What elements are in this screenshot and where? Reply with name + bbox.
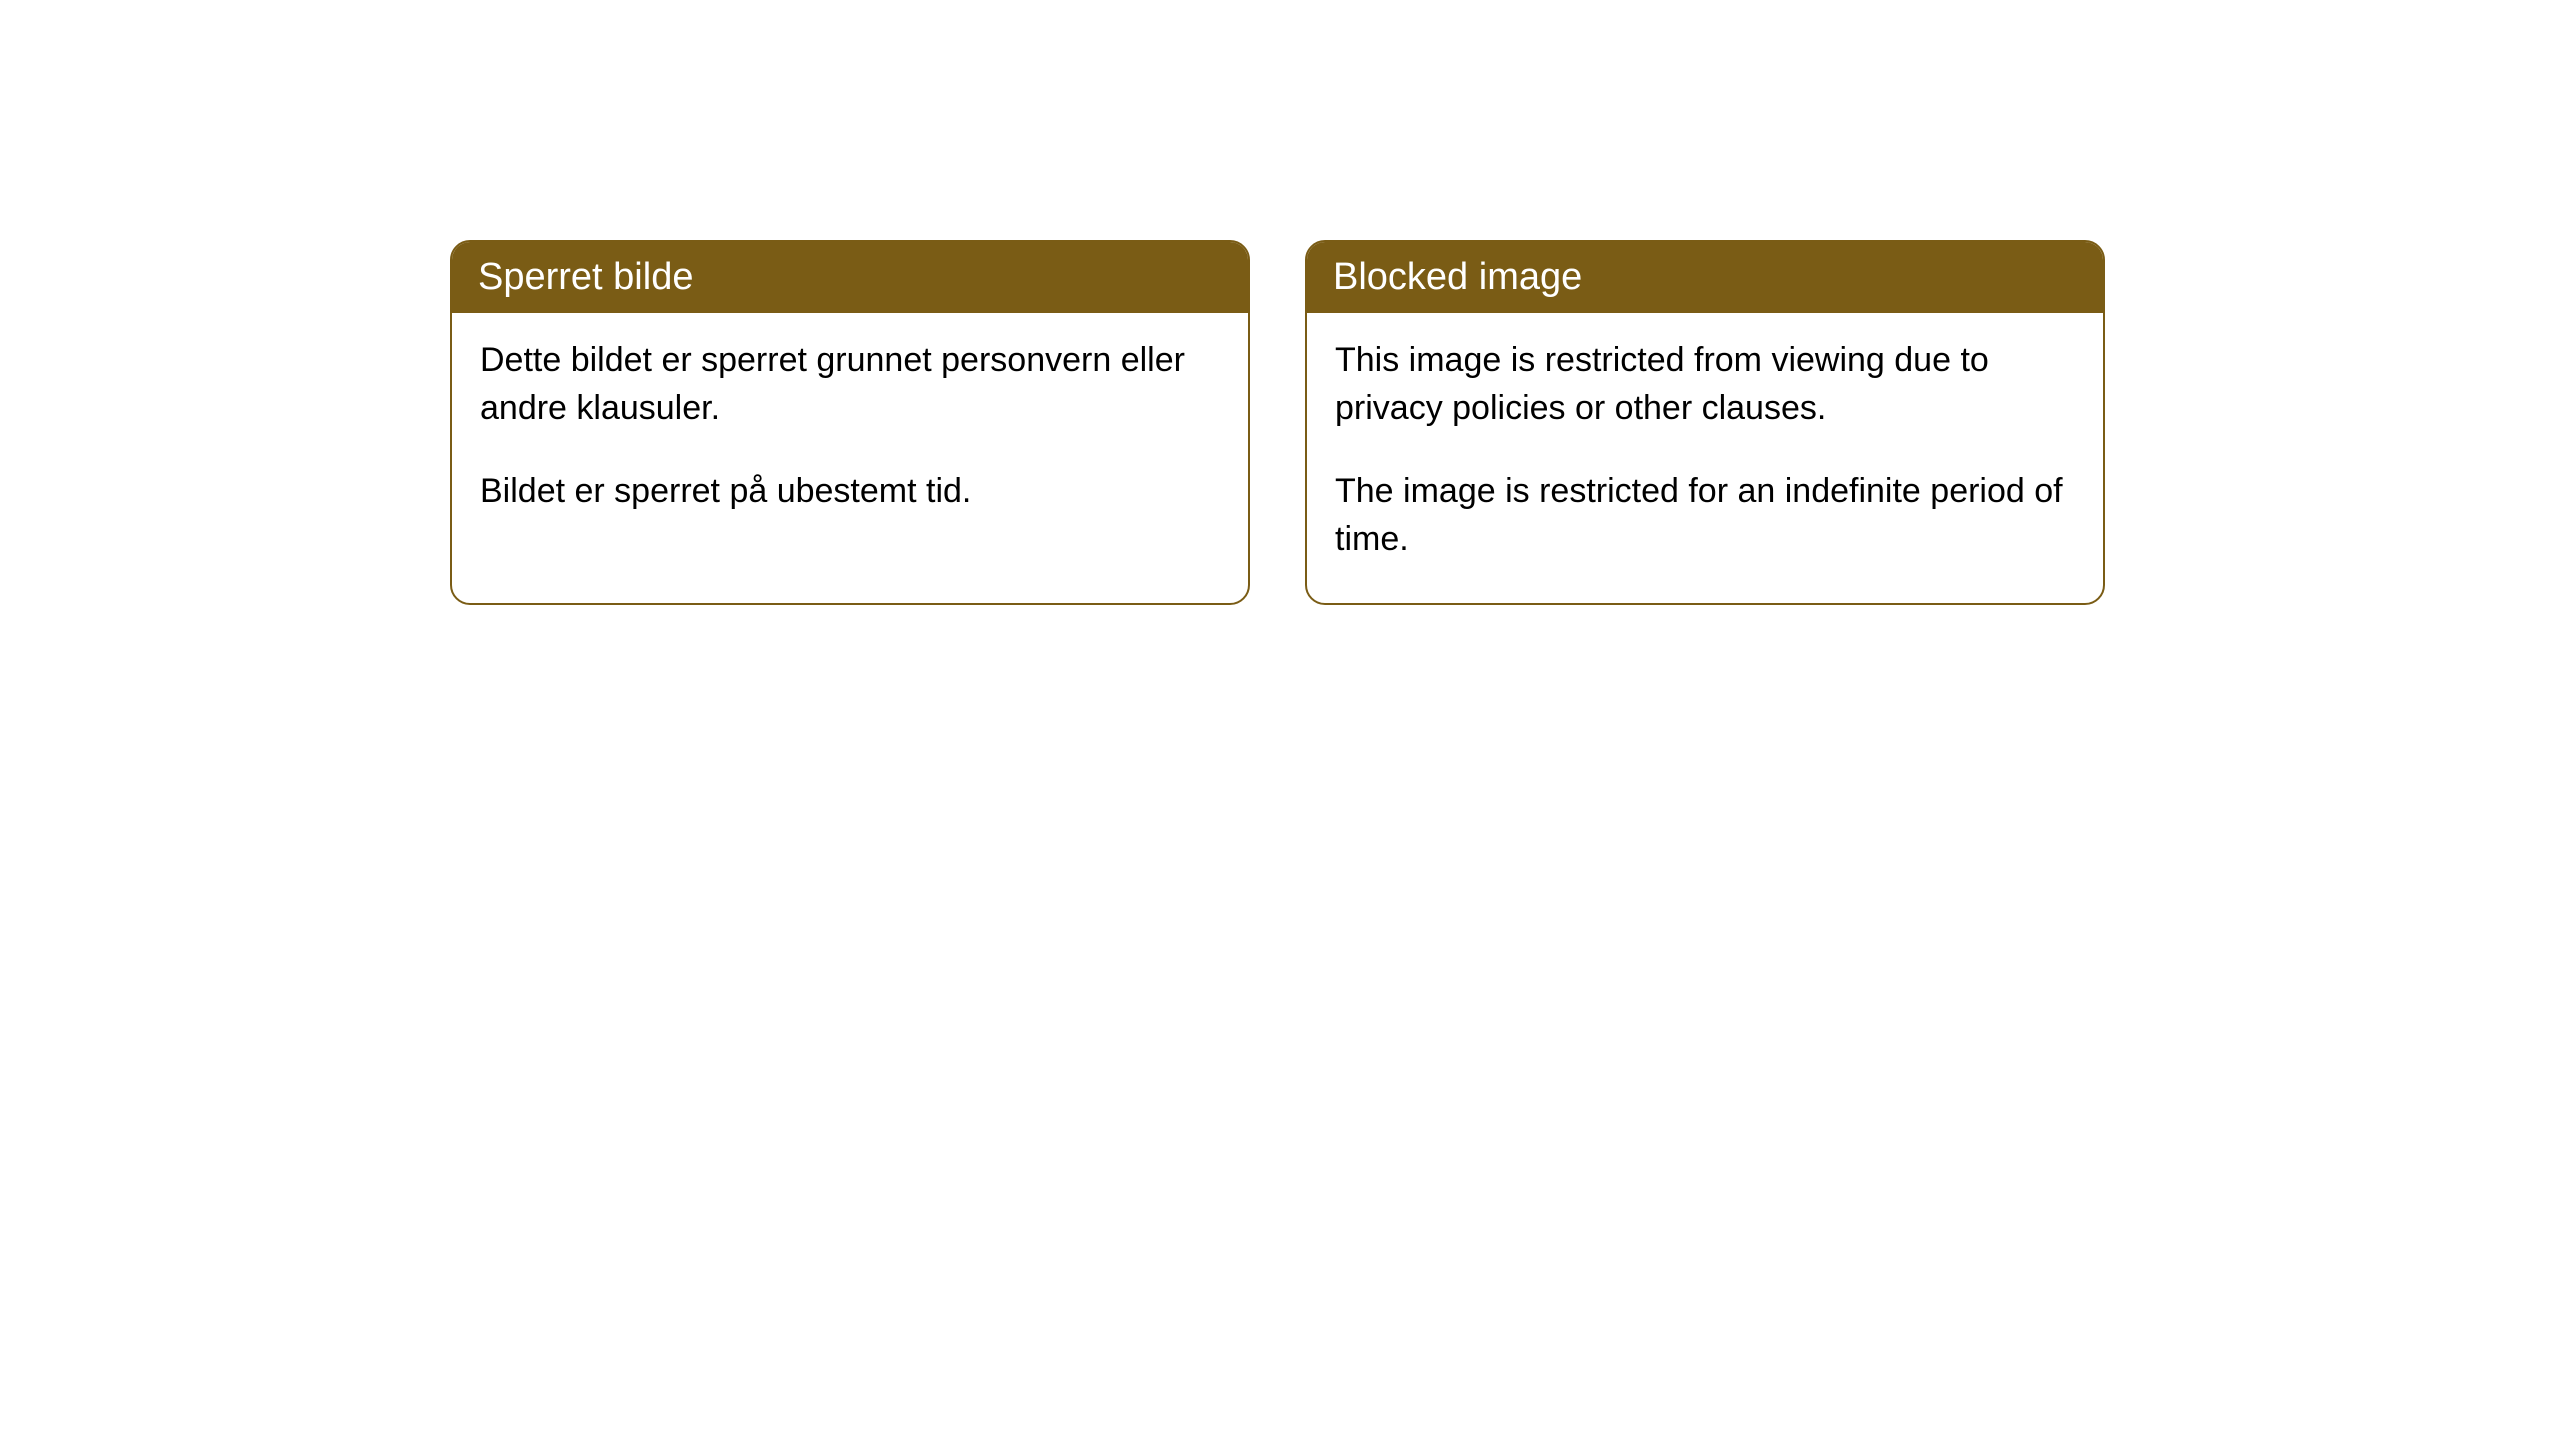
card-paragraph: Bildet er sperret på ubestemt tid. [480, 468, 1220, 516]
card-paragraph: This image is restricted from viewing du… [1335, 337, 2075, 432]
card-header: Sperret bilde [452, 242, 1248, 313]
notice-container: Sperret bilde Dette bildet er sperret gr… [450, 240, 2560, 605]
card-paragraph: The image is restricted for an indefinit… [1335, 468, 2075, 563]
card-body: Dette bildet er sperret grunnet personve… [452, 313, 1248, 556]
card-body: This image is restricted from viewing du… [1307, 313, 2103, 603]
blocked-image-card-norwegian: Sperret bilde Dette bildet er sperret gr… [450, 240, 1250, 605]
blocked-image-card-english: Blocked image This image is restricted f… [1305, 240, 2105, 605]
card-header: Blocked image [1307, 242, 2103, 313]
card-paragraph: Dette bildet er sperret grunnet personve… [480, 337, 1220, 432]
